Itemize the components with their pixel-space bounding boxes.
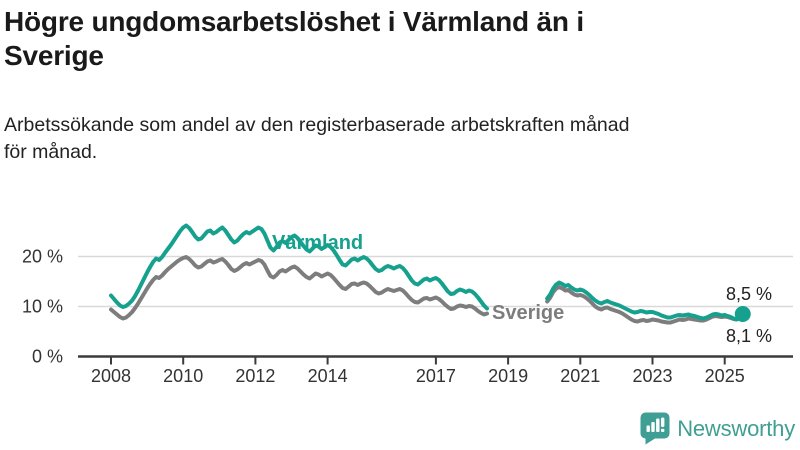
series-line-värmland bbox=[109, 223, 489, 311]
series-label-värmland: Värmland bbox=[272, 232, 363, 254]
x-tick-label: 2019 bbox=[488, 366, 528, 386]
series-label-sverige: Sverige bbox=[492, 302, 564, 324]
x-tick-label: 2008 bbox=[91, 366, 131, 386]
page-title: Högre ungdomsarbetslöshet i Värmland än … bbox=[4, 6, 584, 71]
chart-subtitle: Arbetssökande som andel av den registerb… bbox=[4, 114, 630, 164]
x-tick-label: 2023 bbox=[632, 366, 672, 386]
bar-2 bbox=[651, 422, 655, 432]
y-axis-label: 20 % bbox=[22, 247, 63, 267]
x-tick-label: 2017 bbox=[416, 366, 456, 386]
bar-1 bbox=[646, 425, 651, 432]
series-end-dot-värmland bbox=[734, 306, 751, 322]
x-tick-label: 2021 bbox=[560, 366, 600, 386]
y-axis-label: 10 % bbox=[22, 297, 63, 317]
end-value-label-sverige: 8,1 % bbox=[726, 326, 772, 346]
newsworthy-logo-text: Newsworthy bbox=[677, 415, 795, 441]
series-line-sverige bbox=[109, 255, 489, 321]
exclamation-bar bbox=[661, 417, 665, 427]
end-value-label-värmland: 8,5 % bbox=[726, 284, 772, 304]
x-tick-label: 2012 bbox=[235, 366, 275, 386]
x-tick-label: 2010 bbox=[163, 366, 203, 386]
x-tick-label: 2014 bbox=[308, 366, 348, 386]
bar-3 bbox=[656, 418, 660, 432]
speech-bubble-shape bbox=[640, 412, 670, 445]
series-line-värmland bbox=[545, 280, 745, 322]
exclamation-dot bbox=[661, 428, 665, 432]
y-axis-label: 0 % bbox=[32, 347, 63, 367]
newsworthy-logo-icon bbox=[640, 412, 670, 445]
newsworthy-logo: Newsworthy bbox=[640, 412, 795, 445]
x-tick-label: 2025 bbox=[705, 366, 745, 386]
